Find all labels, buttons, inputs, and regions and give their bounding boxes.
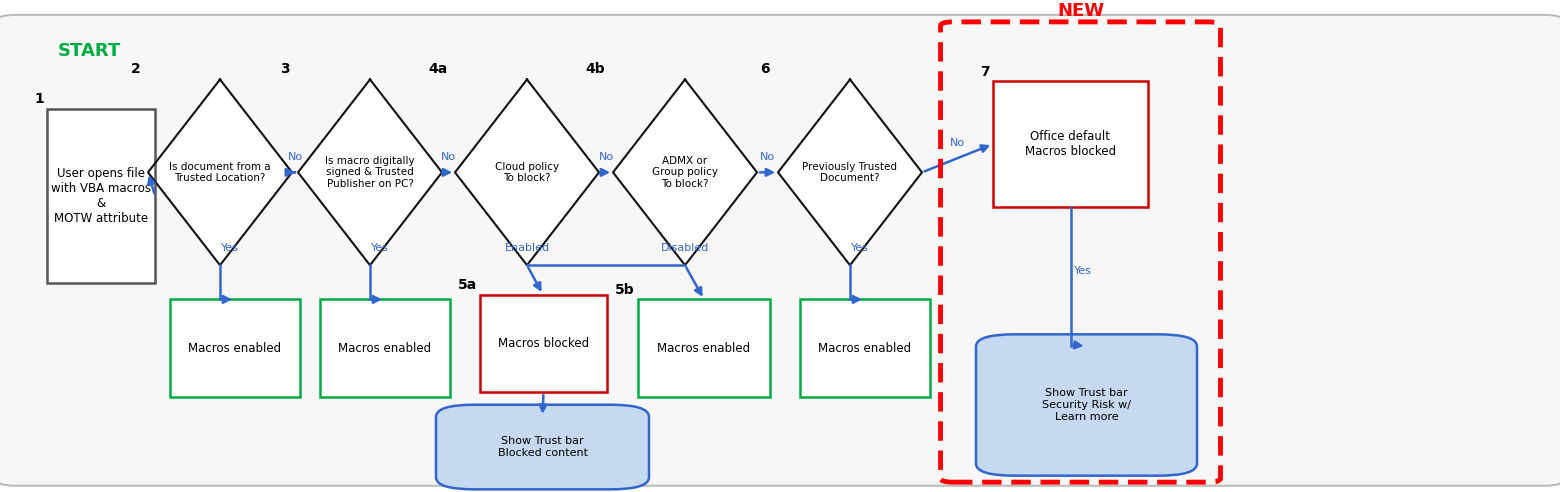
Text: Yes: Yes [222,244,239,253]
Text: Is document from a
Trusted Location?: Is document from a Trusted Location? [168,161,271,183]
Text: Yes: Yes [1073,267,1092,277]
Text: Yes: Yes [852,244,869,253]
Text: 4a: 4a [427,62,448,76]
Text: Macros blocked: Macros blocked [498,337,590,350]
FancyBboxPatch shape [638,300,771,397]
Text: Is macro digitally
signed & Trusted
Publisher on PC?: Is macro digitally signed & Trusted Publ… [324,156,415,189]
Polygon shape [456,80,599,265]
Polygon shape [298,80,441,265]
FancyBboxPatch shape [480,295,607,392]
FancyBboxPatch shape [994,82,1148,207]
Text: Macros enabled: Macros enabled [339,342,432,355]
Text: ADMX or
Group policy
To block?: ADMX or Group policy To block? [652,156,718,189]
Text: Enabled: Enabled [504,244,549,253]
Text: Office default
Macros blocked: Office default Macros blocked [1025,130,1115,158]
Text: Yes: Yes [371,244,388,253]
Text: Disabled: Disabled [661,244,710,253]
Polygon shape [778,80,922,265]
Text: No: No [287,152,303,162]
Text: Macros enabled: Macros enabled [657,342,750,355]
Text: Show Trust bar
Security Risk w/
Learn more: Show Trust bar Security Risk w/ Learn mo… [1042,388,1131,422]
FancyBboxPatch shape [320,300,449,397]
FancyBboxPatch shape [0,15,1560,486]
Text: 3: 3 [281,62,290,76]
Text: 4b: 4b [585,62,605,76]
Text: 7: 7 [980,64,991,79]
Text: 2: 2 [131,62,140,76]
Text: 6: 6 [761,62,771,76]
Text: START: START [58,42,122,61]
Text: Cloud policy
To block?: Cloud policy To block? [495,161,558,183]
Text: Macros enabled: Macros enabled [819,342,911,355]
Text: 5b: 5b [615,282,635,297]
FancyBboxPatch shape [170,300,300,397]
Text: 1: 1 [34,92,44,106]
FancyBboxPatch shape [800,300,930,397]
Text: No: No [760,152,775,162]
Text: Macros enabled: Macros enabled [189,342,281,355]
FancyBboxPatch shape [435,405,649,490]
Text: Show Trust bar
Blocked content: Show Trust bar Blocked content [498,436,588,458]
Polygon shape [148,80,292,265]
Text: No: No [950,138,966,148]
Text: No: No [599,152,613,162]
Polygon shape [613,80,757,265]
Text: 5a: 5a [457,277,477,292]
FancyBboxPatch shape [47,109,154,283]
Text: User opens file
with VBA macros
&
MOTW attribute: User opens file with VBA macros & MOTW a… [51,167,151,225]
Text: Previously Trusted
Document?: Previously Trusted Document? [802,161,897,183]
FancyBboxPatch shape [977,335,1197,476]
Text: No: No [441,152,456,162]
Text: NEW: NEW [1058,2,1104,20]
